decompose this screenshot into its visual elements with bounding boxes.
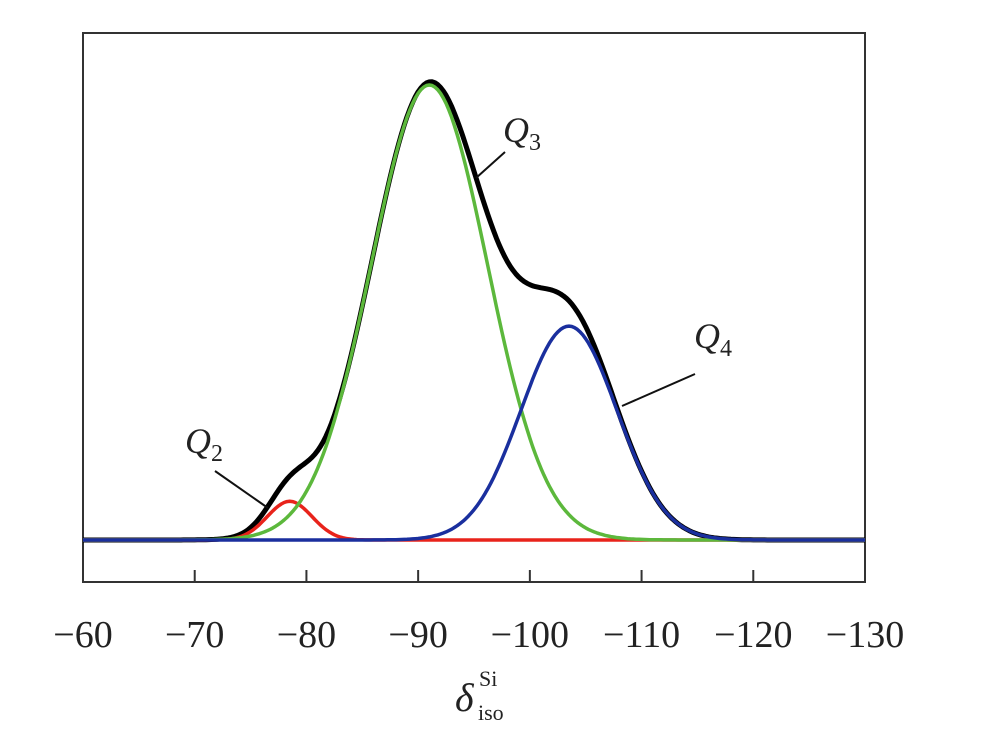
x-axis-label-subscript: iso [478, 700, 504, 725]
peak-label-q2: Q2 [185, 421, 223, 467]
x-tick-label: −130 [826, 614, 904, 656]
curves [83, 79, 865, 543]
series-line-q4 [83, 324, 865, 542]
x-tick-label: −100 [491, 614, 569, 656]
peak-label-letter: Q [694, 316, 720, 356]
peak-label-subscript: 3 [529, 130, 541, 156]
x-axis-label: δ Si iso [455, 666, 504, 725]
x-tick-label: −80 [277, 614, 336, 656]
x-axis-label-symbol: δ [455, 675, 475, 720]
leader-line-q2 [214, 470, 269, 509]
plot-frame [82, 32, 866, 583]
x-axis-ticks [82, 570, 866, 582]
x-axis-tick-labels: −60 −70 −80 −90 −100 −110 −120 −130 [53, 614, 904, 656]
sum-envelope-line [83, 79, 865, 543]
peak-label-subscript: 2 [211, 441, 223, 467]
x-tick-label: −110 [603, 614, 680, 656]
peak-label-letter: Q [503, 110, 529, 150]
peak-label-subscript: 4 [720, 336, 732, 362]
peak-label-q4: Q4 [694, 316, 732, 362]
x-tick-label: −70 [165, 614, 224, 656]
peak-label-letter: Q [185, 421, 211, 461]
leader-line-q3 [475, 151, 506, 179]
x-tick-label: −120 [714, 614, 792, 656]
x-tick-label: −60 [53, 614, 112, 656]
series-line-q3 [83, 83, 865, 542]
x-axis-label-superscript: Si [479, 666, 497, 691]
leader-line-q4 [621, 373, 696, 407]
label-leader-lines [214, 151, 696, 509]
x-tick-label: −90 [388, 614, 447, 656]
peak-label-q3: Q3 [503, 110, 541, 156]
